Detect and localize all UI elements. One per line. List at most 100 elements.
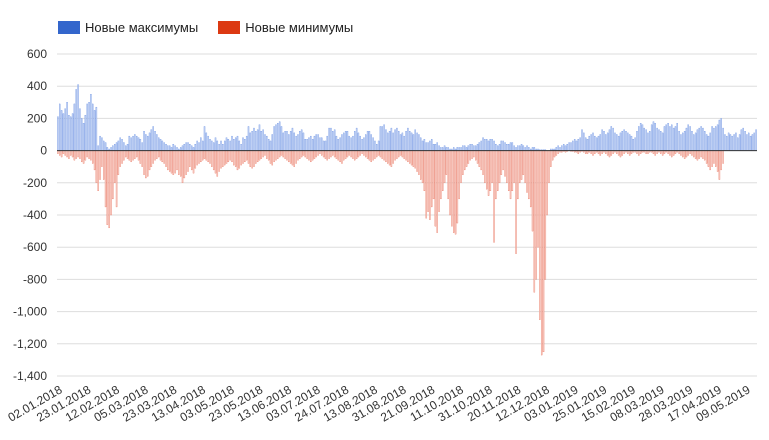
bar-low: [68, 150, 70, 159]
bar-high: [64, 108, 66, 151]
bar-high: [223, 140, 226, 151]
bar-high: [561, 145, 563, 151]
bar-low: [691, 150, 693, 156]
bar-high: [267, 139, 270, 151]
bar-high: [614, 132, 616, 151]
legend-item-highs[interactable]: Новые максимумы: [58, 20, 198, 35]
bar-high: [665, 124, 667, 151]
bar-low: [198, 150, 200, 164]
bar-low: [438, 150, 440, 212]
bar-low: [628, 150, 631, 156]
bar-low: [299, 150, 301, 159]
bar-low: [139, 150, 142, 164]
bar-low: [460, 150, 462, 183]
bar-high: [407, 127, 409, 151]
bar-low: [555, 150, 558, 156]
bar-high: [212, 142, 215, 151]
bar-high: [306, 139, 308, 151]
bar-low: [487, 150, 490, 196]
bar-high: [73, 103, 76, 151]
bar-high: [214, 137, 217, 151]
bar-high: [262, 129, 264, 151]
bar-low: [542, 150, 545, 353]
bar-low: [185, 150, 187, 175]
bar-low: [654, 150, 657, 156]
bar-high: [693, 134, 695, 151]
bar-low: [273, 150, 275, 163]
bar-low: [238, 150, 241, 169]
bar-low: [249, 150, 252, 167]
bar-high: [755, 129, 757, 151]
bar-low: [718, 150, 721, 180]
bar-low: [179, 150, 182, 177]
bar-high: [137, 137, 140, 151]
bar-low: [306, 150, 308, 159]
bar-low: [60, 150, 63, 158]
bar-high: [590, 134, 592, 151]
bar-high: [735, 132, 737, 151]
bar-low: [414, 150, 416, 169]
bar-high: [350, 137, 352, 151]
bar-high: [79, 108, 81, 151]
bar-high: [315, 134, 317, 151]
bar-high: [678, 131, 680, 151]
bar-low: [310, 150, 312, 163]
bar-high: [650, 124, 653, 151]
bar-high: [520, 144, 523, 151]
bar-low: [374, 150, 376, 159]
bar-high: [570, 142, 572, 151]
bar-high: [291, 127, 294, 151]
bar-low: [425, 150, 427, 219]
bar-high: [361, 139, 363, 151]
bar-low: [519, 150, 521, 183]
bar-high: [599, 134, 602, 151]
bar-low: [300, 150, 303, 158]
bar-low: [370, 150, 372, 163]
bar-low: [81, 150, 83, 163]
bar-high: [244, 139, 246, 151]
bar-high: [671, 124, 673, 151]
bar-low: [297, 150, 299, 161]
bar-low: [147, 150, 149, 177]
bar-high: [372, 137, 374, 151]
bar-high: [218, 144, 220, 151]
bar-high: [278, 121, 281, 151]
bar-low: [449, 150, 451, 216]
bar-high: [242, 137, 244, 151]
chart-legend: Новые максимумы Новые минимумы: [58, 18, 373, 36]
bar-high: [694, 132, 697, 151]
bar-high: [310, 135, 312, 151]
bar-low: [148, 150, 151, 171]
bar-low: [286, 150, 288, 161]
bar-low: [236, 150, 239, 171]
bar-low: [661, 150, 664, 156]
bar-high: [311, 139, 314, 151]
bar-low: [255, 150, 257, 164]
bar-low: [381, 150, 383, 159]
bar-high: [201, 140, 204, 151]
bar-low: [515, 150, 517, 254]
bar-high: [183, 144, 186, 151]
bar-low: [599, 150, 602, 156]
bar-low: [707, 150, 710, 167]
bar-high: [608, 129, 611, 151]
bar-low: [401, 150, 404, 158]
bar-high: [617, 135, 620, 151]
bar-high: [511, 142, 514, 151]
bar-low: [344, 150, 347, 159]
bar-high: [156, 134, 158, 151]
bar-low: [398, 150, 400, 158]
bar-high: [293, 132, 296, 151]
bar-high: [101, 137, 103, 151]
bar-high: [606, 132, 609, 151]
bar-high: [143, 131, 145, 151]
bar-high: [519, 145, 521, 151]
legend-item-lows[interactable]: Новые минимумы: [218, 20, 353, 35]
bar-high: [275, 124, 277, 151]
bar-high: [229, 140, 231, 151]
bar-high: [161, 140, 164, 151]
bar-low: [205, 150, 208, 161]
bar-low: [321, 150, 323, 156]
bar-low: [266, 150, 268, 159]
bar-low: [282, 150, 285, 158]
